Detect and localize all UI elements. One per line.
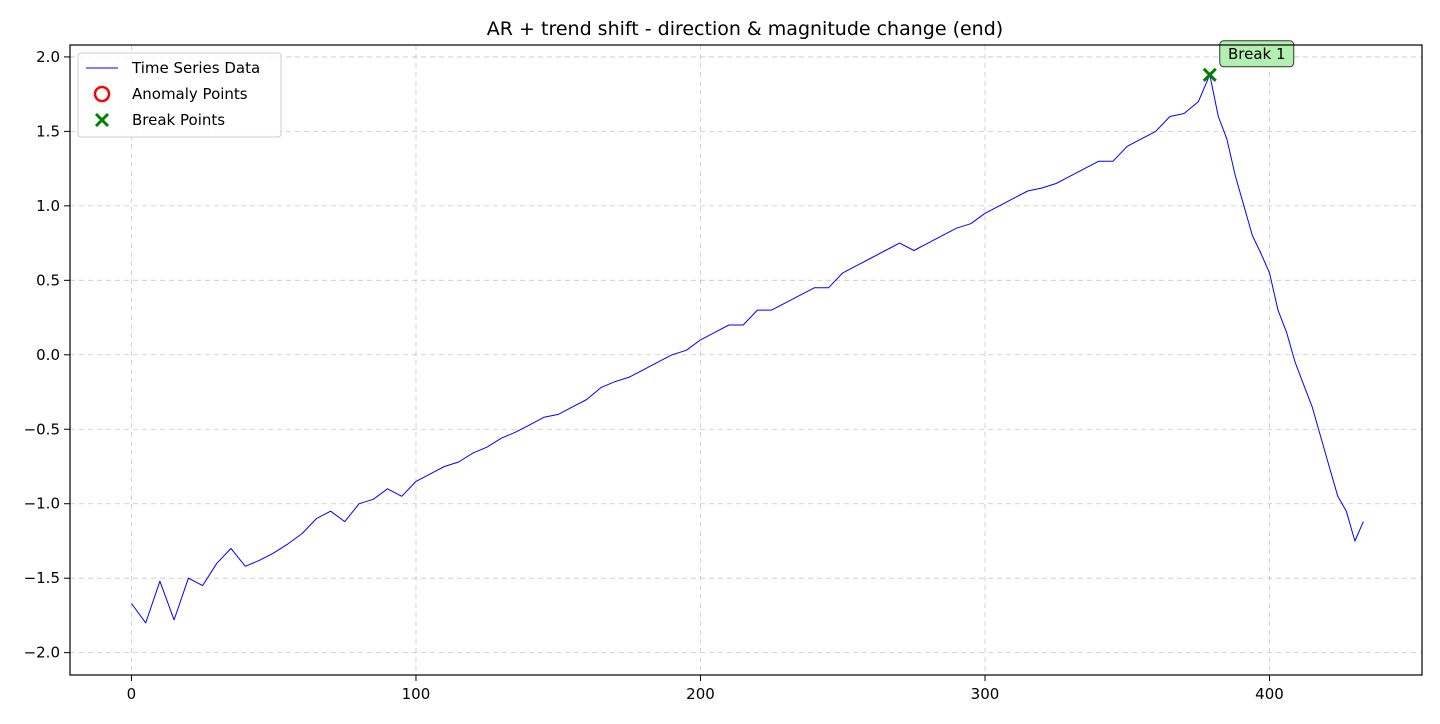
y-tick-label: −1.5 <box>24 569 60 587</box>
break-point-annotation-box <box>1219 40 1295 68</box>
x-tick-label: 400 <box>1255 685 1284 703</box>
grid <box>70 45 1422 675</box>
y-tick-label: 0.5 <box>36 271 60 289</box>
plot-area-frame <box>69 44 1423 676</box>
y-tick-label: 1.5 <box>36 122 60 140</box>
y-tick-label: 2.0 <box>36 48 60 66</box>
break-point-annotation-label: Break 1 <box>1228 45 1286 63</box>
legend-label: Time Series Data <box>131 59 260 77</box>
x-tick-label: 100 <box>402 685 431 703</box>
y-tick-label: 1.0 <box>36 197 60 215</box>
y-tick-label: −1.0 <box>24 495 60 513</box>
y-tick-label: −0.5 <box>24 420 60 438</box>
legend: Time Series Data Anomaly Points Break Poin… <box>77 52 282 138</box>
break-point-x-stroke <box>1202 67 1217 82</box>
legend-label: Anomaly Points <box>132 85 248 103</box>
break-point-marker <box>1202 67 1217 82</box>
legend-box <box>77 52 282 138</box>
x-tick-label: 0 <box>127 685 137 703</box>
y-tick-label: −2.0 <box>24 644 60 662</box>
legend-circle-swatch <box>93 85 111 103</box>
axis-ticks: 0 100 200 300 400 −2.0 −1.5 −1.0 −0.5 0.0 0.5 1.0 1.… <box>24 48 1284 703</box>
series-layer <box>131 74 1364 624</box>
x-tick-label: 200 <box>686 685 715 703</box>
y-tick-label: 0.0 <box>36 346 60 364</box>
legend-label: Break Points <box>132 111 225 129</box>
x-tick-label: 300 <box>971 685 1000 703</box>
break-point-markers: Break 1 <box>1202 40 1295 82</box>
series-line-time-series-data <box>131 74 1364 624</box>
legend-x-swatch <box>94 112 110 128</box>
chart-title: AR + trend shift - direction & magnitude… <box>487 18 1003 40</box>
